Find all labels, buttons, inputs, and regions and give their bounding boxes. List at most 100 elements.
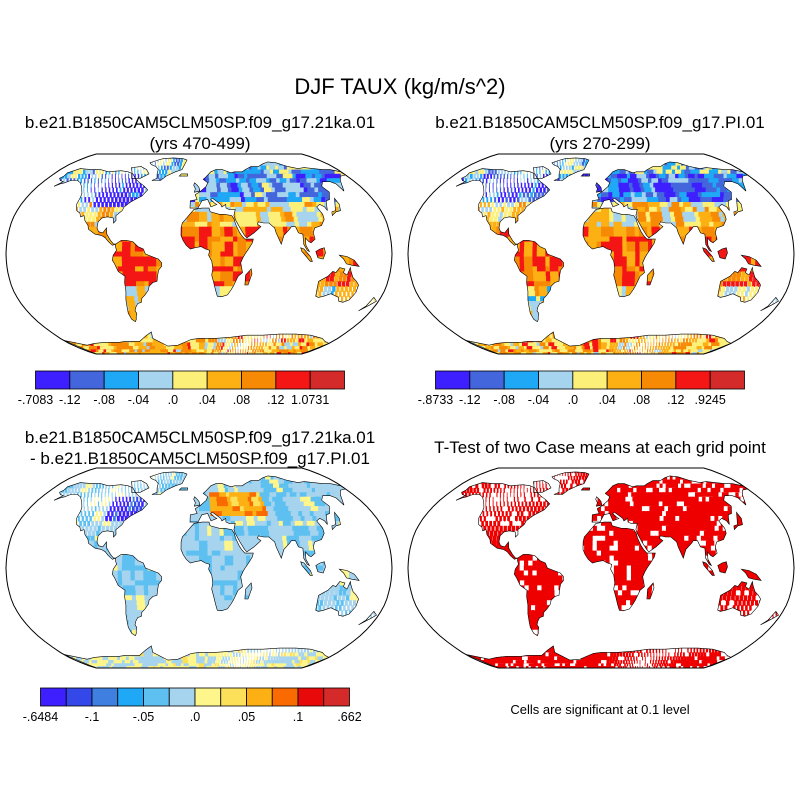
grid-cell [237, 346, 239, 350]
grid-cell [173, 349, 178, 353]
grid-cell [644, 187, 650, 193]
grid-cell [242, 352, 244, 354]
map-border [5, 153, 393, 355]
grid-cell [256, 187, 263, 193]
grid-cell [523, 173, 525, 179]
grid-cell [89, 211, 93, 218]
grid-cell [217, 187, 222, 193]
grid-cell [83, 216, 88, 223]
grid-cell [183, 158, 186, 163]
grid-cell [285, 334, 287, 339]
grid-cell [250, 173, 257, 179]
grid-cell [520, 169, 522, 175]
grid-cell [242, 338, 244, 343]
grid-cell [185, 346, 190, 350]
grid-cell [278, 349, 283, 353]
grid-cell [314, 342, 320, 347]
grid-cell [68, 173, 71, 179]
grid-cell [182, 221, 188, 228]
grid-cell [297, 334, 300, 339]
grid-cell [203, 231, 209, 238]
grid-cell [224, 286, 229, 292]
grid-cell [278, 352, 282, 354]
grid-cell [97, 211, 101, 218]
grid-cell [485, 169, 488, 175]
grid-cell [639, 173, 646, 179]
grid-cell [242, 206, 249, 213]
grid-cell [131, 276, 137, 282]
coastline-africa [180, 207, 254, 298]
grid-cell [559, 161, 561, 167]
ocean-background [408, 154, 794, 354]
grid-cell [210, 202, 216, 208]
grid-cell [298, 221, 305, 228]
grid-cell [216, 246, 221, 253]
grid-cell [237, 197, 243, 203]
grid-cell [132, 182, 135, 188]
grid-cell [215, 276, 221, 282]
grid-cell [344, 286, 348, 292]
grid-cell [182, 226, 187, 233]
grid-cell [244, 221, 250, 228]
grid-cell [182, 231, 187, 238]
grid-cell [322, 291, 326, 297]
grid-cell [308, 211, 315, 218]
grid-cell [273, 342, 276, 347]
grid-cell [317, 197, 325, 203]
grid-cell [136, 281, 142, 287]
grid-cell [195, 206, 200, 213]
grid-cell [128, 286, 134, 292]
grid-cell [175, 165, 178, 171]
grid-cell [230, 182, 236, 188]
grid-cell [207, 241, 213, 248]
grid-cell [211, 231, 217, 238]
grid-cell [254, 349, 257, 353]
grid-cell [190, 226, 196, 233]
grid-cell [269, 216, 275, 223]
grid-cell [190, 241, 196, 248]
grid-cell [235, 352, 237, 354]
grid-cell [71, 173, 74, 179]
grid-cell [248, 221, 255, 228]
grid-cell [163, 346, 169, 350]
grid-cell [336, 286, 340, 292]
grid-cell [203, 352, 207, 354]
grid-cell [102, 192, 105, 198]
grid-cell [163, 161, 165, 167]
coastline-icelandish [178, 173, 189, 177]
grid-cell [642, 173, 649, 179]
grid-cell [347, 271, 352, 277]
grid-cell [121, 169, 123, 175]
grid-cell [320, 281, 325, 287]
grid-cell [317, 342, 323, 347]
grid-cell [216, 342, 219, 347]
grid-cell [536, 165, 538, 171]
grid-cell [281, 346, 285, 350]
grid-cell [492, 182, 494, 188]
grid-cell [134, 261, 140, 267]
grid-cell [616, 169, 621, 175]
grid-cell [171, 161, 174, 167]
grid-cell [496, 182, 497, 188]
grid-cell [256, 352, 258, 354]
grid-cell [95, 169, 98, 175]
grid-cell [127, 276, 133, 282]
grid-cell [119, 206, 123, 213]
grid-cell [254, 206, 261, 213]
grid-cell [635, 182, 642, 188]
grid-cell [242, 342, 244, 347]
grid-cell [476, 173, 480, 179]
grid-cell [157, 158, 159, 163]
grid-cell [207, 231, 213, 238]
grid-cell [306, 334, 310, 339]
grid-cell [130, 261, 136, 267]
grid-cell [257, 349, 259, 353]
grid-cell [303, 334, 306, 339]
grid-cell [286, 349, 290, 353]
grid-cell [560, 169, 563, 175]
grid-cell [101, 187, 103, 193]
grid-cell [300, 211, 307, 218]
grid-cell [271, 349, 275, 353]
grid-cell [632, 182, 638, 188]
grid-cell [247, 211, 254, 218]
